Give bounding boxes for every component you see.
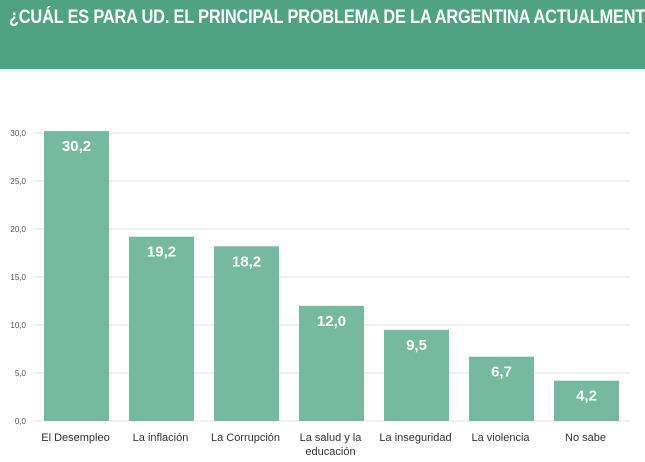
- y-tick-label: 0,0: [15, 417, 27, 426]
- bar: [554, 380, 619, 421]
- bar: [469, 356, 534, 421]
- data-label: 30,2: [62, 138, 91, 155]
- category-label: La inflación: [133, 432, 189, 444]
- y-tick-label: 15,0: [10, 273, 26, 282]
- header-banner: ¿CUÁL ES PARA UD. EL PRINCIPAL PROBLEMA …: [0, 0, 645, 69]
- bar: [214, 246, 279, 421]
- data-label: 9,5: [406, 337, 427, 354]
- data-labels: 30,2 19,2 18,2 12,0 9,5 6,7 4,2: [62, 138, 597, 405]
- bar: [299, 305, 364, 421]
- category-label: El Desempleo: [41, 432, 109, 444]
- category-label: No sabe: [565, 432, 606, 444]
- y-tick-label: 30,0: [10, 129, 26, 138]
- y-tick-label: 25,0: [10, 177, 26, 186]
- x-axis-labels: El Desempleo La inflación La Corrupción La …: [41, 432, 606, 458]
- data-label: 18,2: [232, 253, 261, 270]
- chart-title: ¿CUÁL ES PARA UD. EL PRINCIPAL PROBLEMA …: [9, 7, 645, 28]
- bar: [384, 329, 449, 421]
- data-label: 4,2: [576, 388, 597, 405]
- y-tick-label: 5,0: [15, 369, 27, 378]
- data-label: 19,2: [147, 244, 176, 261]
- bars: [44, 131, 619, 421]
- bar: [129, 236, 194, 421]
- y-tick-label: 20,0: [10, 225, 26, 234]
- category-label: La inseguridad: [379, 432, 451, 444]
- category-label: La Corrupción: [211, 432, 280, 444]
- category-label: La violencia: [471, 432, 530, 444]
- data-label: 6,7: [491, 364, 512, 381]
- data-label: 12,0: [317, 313, 346, 330]
- y-tick-label: 10,0: [10, 321, 26, 330]
- y-axis-ticks: 0,0 5,0 10,0 15,0 20,0 25,0 30,0: [10, 129, 26, 426]
- bar: [44, 131, 109, 421]
- category-label: La salud y la educación: [300, 432, 363, 458]
